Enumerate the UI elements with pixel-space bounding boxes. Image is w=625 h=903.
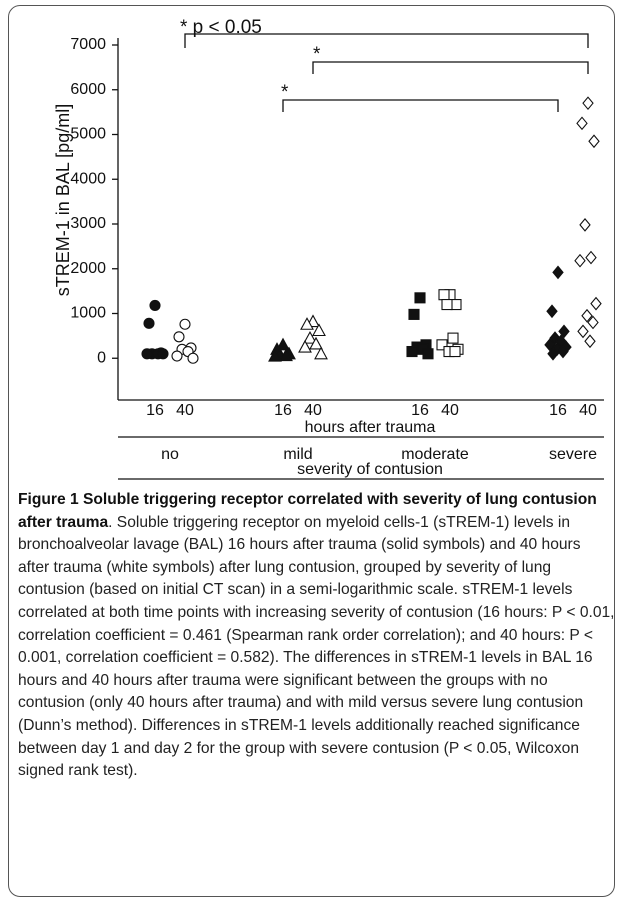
data-point: [587, 315, 599, 330]
data-point: [552, 265, 564, 280]
group-axis-label: severity of contusion: [297, 461, 443, 478]
y-tick-label: 2000: [70, 260, 106, 277]
y-tick-label: 0: [97, 349, 106, 366]
data-point: [557, 344, 569, 359]
data-point: [585, 250, 597, 265]
caption-title: Figure 1 Soluble triggering receptor cor…: [18, 491, 597, 531]
data-point: [577, 324, 589, 339]
y-tick-label: 3000: [70, 215, 106, 232]
data-point: [438, 289, 450, 301]
data-point: [408, 308, 420, 320]
data-point: [309, 336, 323, 350]
data-point: [576, 116, 588, 131]
group-label: mild: [283, 446, 312, 463]
data-point: [574, 253, 586, 268]
y-tick-label: 5000: [70, 126, 106, 143]
data-point: [314, 346, 328, 360]
data-point: [268, 348, 282, 362]
data-point: [173, 331, 185, 343]
data-point: [298, 339, 312, 353]
data-point: [179, 318, 191, 330]
y-tick-label: 6000: [70, 81, 106, 98]
data-point: [449, 345, 461, 358]
y-tick-label: 1000: [70, 305, 106, 322]
y-axis-label: sTREM-1 in BAL [pg/ml]: [53, 104, 73, 296]
data-point: [187, 352, 199, 364]
data-point: [303, 330, 317, 344]
data-point: [143, 317, 155, 329]
data-point: [276, 337, 290, 351]
x-tick-label: 40: [441, 402, 459, 419]
data-point: [441, 298, 453, 311]
y-tick-label: 4000: [70, 170, 106, 187]
x-tick-label: 16: [411, 402, 429, 419]
data-point: [279, 348, 293, 362]
data-point: [300, 317, 314, 330]
annotation: *: [281, 82, 289, 103]
data-point: [546, 304, 558, 319]
data-point: [581, 308, 593, 323]
significance-bracket: [282, 99, 559, 112]
group-label: moderate: [401, 446, 469, 463]
caption: Figure 1 Soluble triggering receptor cor…: [18, 489, 616, 783]
data-point: [149, 299, 161, 311]
data-point: [171, 350, 183, 362]
data-point: [436, 339, 448, 351]
group-label: no: [161, 446, 179, 463]
significance-bracket: [312, 61, 589, 74]
data-point: [579, 218, 591, 232]
data-point: [157, 348, 169, 360]
x-tick-label: 40: [579, 402, 597, 419]
data-point: [547, 346, 559, 361]
data-point: [588, 134, 600, 149]
data-point: [422, 348, 434, 360]
data-point: [414, 292, 426, 304]
annotation: * p < 0.05: [180, 17, 262, 38]
data-point: [406, 345, 418, 358]
data-point: [582, 96, 594, 111]
x-tick-label: 16: [274, 402, 292, 419]
chart: sTREM-1 in BAL [pg/ml] hours after traum…: [53, 17, 604, 480]
x-tick-label: 16: [146, 402, 164, 419]
data-point: [558, 324, 570, 339]
data-point: [590, 296, 602, 311]
significance-bracket: [184, 33, 589, 48]
y-tick-label: 7000: [70, 36, 106, 53]
group-label: severe: [549, 446, 597, 463]
figure-frame: [8, 5, 615, 897]
data-point: [312, 323, 326, 337]
caption-body: . Soluble triggering receptor on myeloid…: [18, 513, 615, 780]
x-tick-label: 40: [176, 402, 194, 419]
x-tick-label: 16: [549, 402, 567, 419]
data-point: [447, 332, 459, 344]
data-point: [584, 334, 596, 349]
x-axis-label: hours after trauma: [305, 419, 436, 436]
data-point: [141, 348, 153, 360]
annotation: *: [313, 44, 321, 65]
x-tick-label: 40: [304, 402, 322, 419]
